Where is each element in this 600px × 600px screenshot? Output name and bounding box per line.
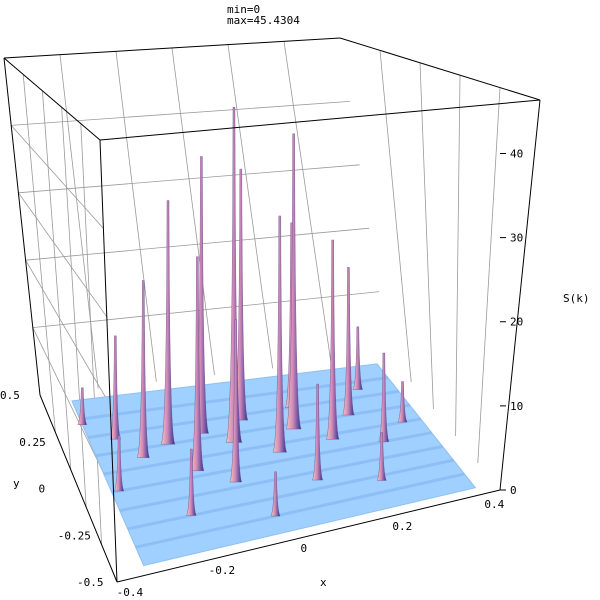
- surface-peak: [378, 352, 390, 442]
- surface-peak: [229, 319, 243, 483]
- box-edge: [3, 57, 41, 396]
- grid-line: [11, 101, 350, 126]
- x-tick-label: 0.2: [392, 520, 412, 533]
- box-edge: [116, 489, 501, 583]
- surface-peaks: [77, 107, 408, 517]
- floor-ripple: [111, 431, 432, 494]
- surface-peak: [312, 383, 324, 481]
- surface-peak: [225, 107, 243, 443]
- grid-line: [18, 192, 108, 318]
- max-label: max=45.4304: [227, 14, 300, 27]
- grid-line: [59, 54, 99, 389]
- surface-peak: [109, 335, 121, 440]
- z-tick-label: 30: [510, 232, 523, 245]
- surface-peak: [114, 435, 125, 492]
- box-edge: [99, 99, 541, 141]
- grid-line: [32, 291, 380, 328]
- z-tick-label: 10: [510, 400, 523, 413]
- grid-line: [80, 123, 102, 545]
- y-tick-label: 0.25: [19, 436, 46, 449]
- grid-line: [115, 51, 157, 382]
- surface-peak: [376, 432, 387, 481]
- box-edge: [3, 57, 101, 141]
- tick-labels: 0 10 20 30 40 0.5 0.25 0 -0.25 -0.5 -0.4 -0.2 0 0.2 0.…: [0, 147, 523, 599]
- surface-peak: [342, 267, 355, 416]
- x-tick-label: 0: [301, 542, 308, 555]
- box-edge: [3, 37, 341, 59]
- grid-line: [283, 41, 332, 362]
- y-tick-label: -0.5: [77, 576, 104, 589]
- y-axis-label: y: [13, 477, 20, 490]
- x-tick-label: 0.4: [484, 498, 504, 511]
- min-label: min=0: [227, 3, 261, 16]
- grid-line: [171, 47, 215, 376]
- z-tick-label: 40: [510, 147, 523, 160]
- grid-line: [61, 107, 87, 508]
- grid-line: [42, 90, 72, 470]
- surface-peak: [397, 381, 408, 423]
- box-edge: [499, 99, 541, 491]
- surface-peak: [186, 448, 197, 516]
- grid-line: [25, 227, 370, 261]
- surface-peak: [272, 215, 288, 453]
- y-tick-label: -0.25: [58, 529, 91, 542]
- surface-peak: [270, 471, 281, 517]
- grid-line: [477, 87, 501, 464]
- y-tick-label: 0.5: [0, 389, 20, 402]
- surface-peak: [136, 280, 150, 458]
- x-tick-label: -0.2: [209, 564, 236, 577]
- floor-ripple: [103, 417, 421, 476]
- box-edge: [99, 139, 118, 583]
- z-axis-label: S(k): [563, 292, 590, 305]
- grid-line: [455, 75, 461, 437]
- floor-ripple: [95, 403, 411, 458]
- box-edge: [339, 37, 541, 101]
- x-axis-label: x: [320, 576, 327, 589]
- y-tick-label: 0: [39, 483, 46, 496]
- grid-line: [18, 164, 360, 194]
- grid-line: [227, 44, 274, 369]
- grid-line: [22, 74, 56, 433]
- bounding-box: [3, 37, 541, 583]
- surface-peak: [325, 239, 340, 440]
- z-tick-label: 20: [510, 316, 523, 329]
- floor-ripple: [135, 472, 465, 549]
- surface-peak: [160, 200, 176, 445]
- x-tick-label: -0.4: [117, 586, 144, 599]
- surface-peak: [352, 326, 363, 390]
- back-walls-grid: [10, 41, 501, 545]
- surface-floor: [71, 363, 477, 567]
- surface-peak: [190, 256, 205, 471]
- grid-line: [10, 125, 104, 229]
- surface-peak: [77, 387, 88, 425]
- floor-ripple: [119, 444, 443, 513]
- surface-peak: [285, 133, 302, 430]
- grid-line: [379, 50, 412, 383]
- grid-line: [419, 62, 434, 410]
- box-edge: [39, 394, 118, 583]
- z-tick-label: 0: [510, 484, 517, 497]
- grid-line: [25, 259, 111, 406]
- floor-ripple: [127, 458, 454, 531]
